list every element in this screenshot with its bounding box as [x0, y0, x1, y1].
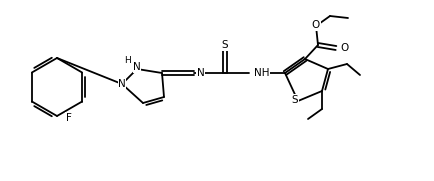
Text: O: O: [311, 20, 319, 30]
Text: S: S: [291, 95, 298, 105]
Text: O: O: [339, 43, 348, 53]
Text: NH: NH: [253, 68, 269, 78]
Text: H: H: [124, 56, 131, 66]
Text: N: N: [133, 62, 141, 72]
Text: S: S: [221, 40, 228, 50]
Text: N: N: [118, 79, 125, 89]
Text: F: F: [66, 113, 72, 123]
Text: N: N: [197, 68, 204, 78]
